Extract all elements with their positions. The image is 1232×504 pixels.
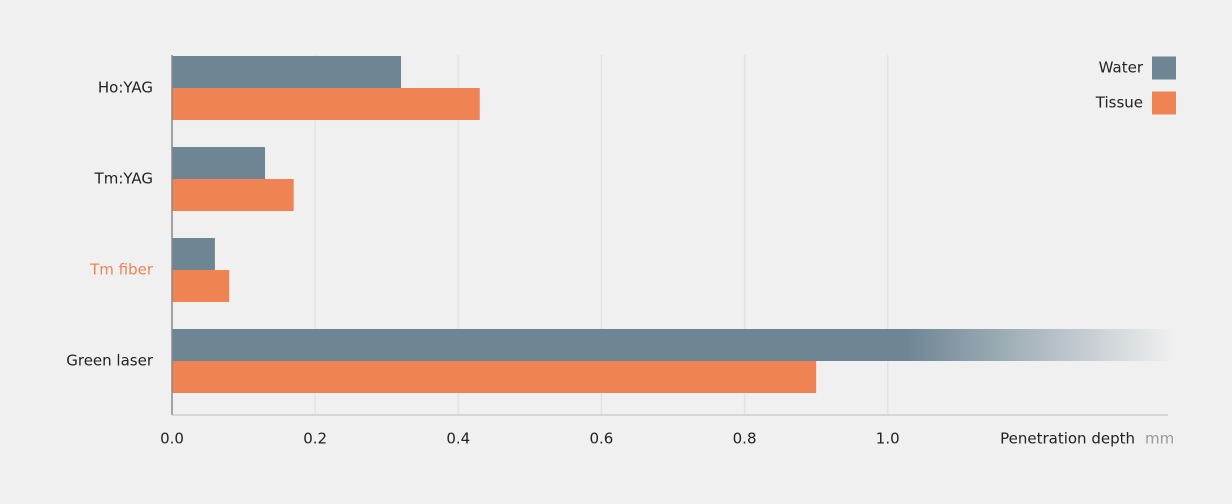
bar <box>172 179 294 211</box>
y-tick-label: Tm fiber <box>89 261 154 279</box>
x-tick-label: 0.8 <box>733 430 757 448</box>
bar <box>172 361 817 393</box>
bar <box>172 88 480 120</box>
legend-swatch <box>1152 56 1176 80</box>
legend-label: Water <box>1099 59 1144 77</box>
x-tick-label: 0.4 <box>446 430 470 448</box>
y-tick-label: Green laser <box>66 352 154 370</box>
bar <box>172 329 1174 361</box>
bar <box>172 147 266 179</box>
x-tick-label: 1.0 <box>876 430 900 448</box>
x-axis-label: Penetration depth <box>1000 430 1135 448</box>
x-tick-label: 0.6 <box>589 430 613 448</box>
x-tick-label: 0.0 <box>160 430 184 448</box>
bar <box>172 238 215 270</box>
bar <box>172 56 402 88</box>
x-axis-unit: mm <box>1145 430 1174 448</box>
y-tick-label: Ho:YAG <box>98 79 153 97</box>
x-tick-label: 0.2 <box>303 430 327 448</box>
legend-label: Tissue <box>1095 94 1143 112</box>
y-tick-label: Tm:YAG <box>94 170 153 188</box>
legend-swatch <box>1152 91 1176 115</box>
bar <box>172 270 230 302</box>
